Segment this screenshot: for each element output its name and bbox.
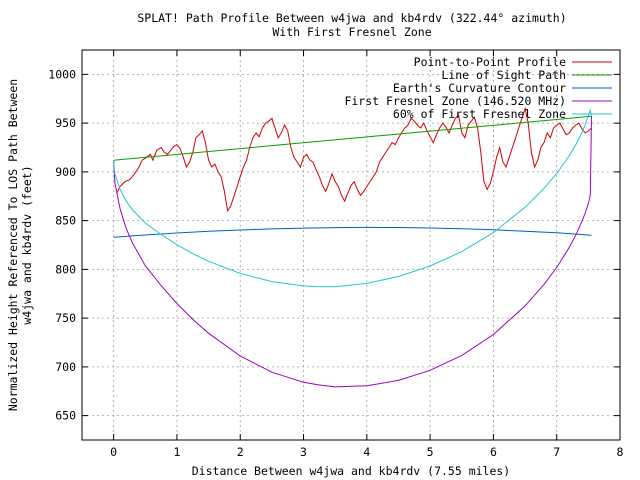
legend-label: Line of Sight Path	[441, 68, 566, 82]
legend-label: 60% of First Fresnel Zone	[393, 107, 566, 121]
x-tick-label: 0	[110, 445, 117, 459]
x-tick-label: 5	[427, 445, 434, 459]
y-tick-label: 900	[55, 165, 76, 179]
y-tick-label: 750	[55, 311, 76, 325]
legend-label: First Fresnel Zone (146.520 MHz)	[344, 94, 566, 108]
x-tick-label: 8	[617, 445, 624, 459]
series-line-fresnel-zone	[113, 116, 592, 388]
chart-subtitle: With First Fresnel Zone	[272, 25, 431, 39]
series-line-profile	[116, 106, 592, 213]
y-tick-label: 700	[55, 360, 76, 374]
axis-ticks: 0 1 2 3 4 5 6 7 8 650 700 750 800 850 900 950 1000	[48, 50, 624, 459]
y-axis-label-line2: w4jwa and kb4rdv (feet)	[20, 165, 34, 324]
chart-title: SPLAT! Path Profile Between w4jwa and kb…	[137, 11, 566, 25]
x-tick-label: 2	[237, 445, 244, 459]
plot-frame	[81, 49, 621, 441]
x-tick-label: 1	[173, 445, 180, 459]
x-axis-label: Distance Between w4jwa and kb4rdv (7.55 …	[192, 464, 511, 478]
series-line-earth-curvature	[113, 226, 592, 238]
series-line-fresnel-60pct	[113, 108, 592, 288]
y-axis-label-line1: Normalized Height Referenced To LOS Path…	[6, 79, 20, 411]
x-tick-label: 6	[490, 445, 497, 459]
x-tick-label: 7	[553, 445, 560, 459]
series-group	[113, 106, 592, 388]
y-tick-label: 950	[55, 116, 76, 130]
y-tick-label: 850	[55, 214, 76, 228]
x-tick-label: 4	[363, 445, 370, 459]
series-line-los	[113, 115, 592, 161]
x-tick-label: 3	[300, 445, 307, 459]
legend-label: Point-to-Point Profile	[414, 55, 566, 69]
y-tick-label: 650	[55, 409, 76, 423]
y-tick-label: 1000	[48, 67, 76, 81]
y-tick-label: 800	[55, 262, 76, 276]
legend-label: Earth's Curvature Contour	[393, 81, 566, 95]
